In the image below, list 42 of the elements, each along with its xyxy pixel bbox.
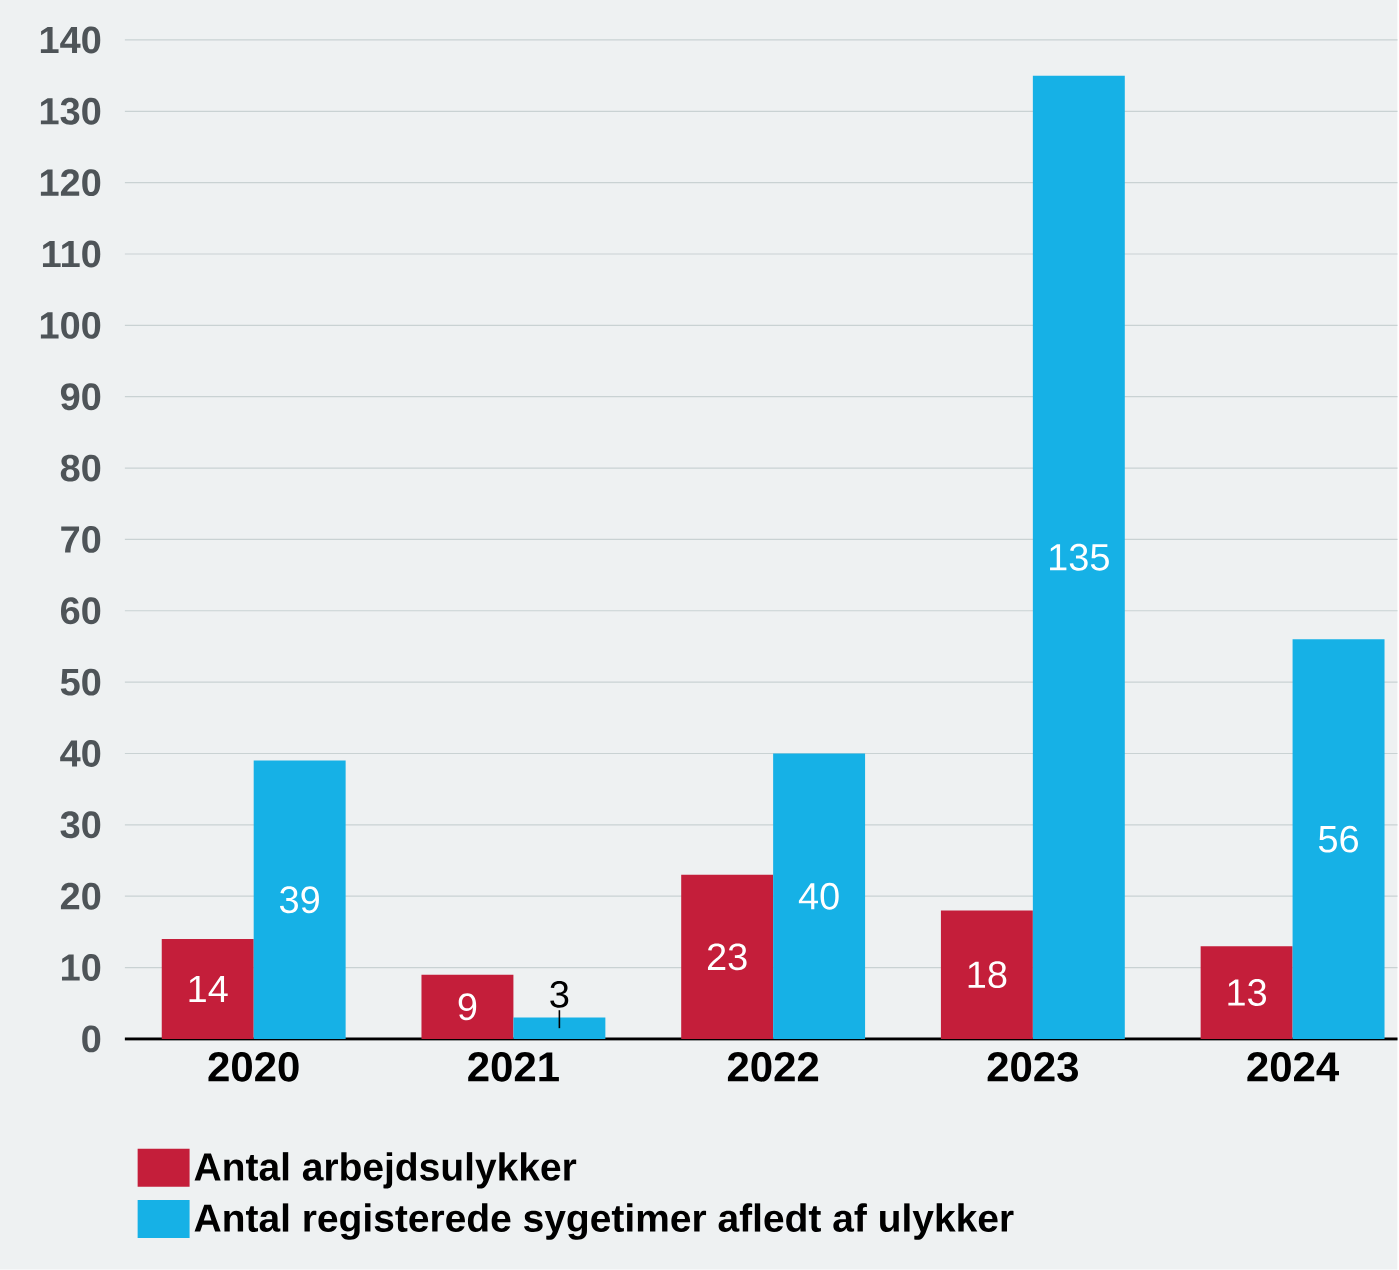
bar — [1032, 75, 1125, 1040]
y-tick-label: 10 — [61, 954, 101, 982]
data-label: 56 — [1318, 825, 1358, 853]
bar — [681, 874, 774, 1040]
y-tick-label: 140 — [40, 26, 101, 54]
data-label: 14 — [189, 976, 228, 1003]
bar — [513, 1017, 606, 1040]
y-tick-label: 90 — [60, 383, 101, 411]
bar — [161, 939, 254, 1040]
bar — [773, 753, 866, 1040]
x-tick-label: 2020 — [208, 1052, 299, 1082]
bar — [253, 760, 346, 1040]
bar — [1200, 946, 1293, 1040]
x-tick-label: 2022 — [727, 1052, 819, 1082]
legend-label: Antal arbejdsulykker — [194, 1152, 577, 1189]
y-tick-label: 110 — [42, 240, 101, 268]
y-tick-label: 0 — [82, 1025, 101, 1053]
y-tick-label: 100 — [40, 312, 101, 339]
bar — [1292, 639, 1385, 1040]
data-label: 39 — [280, 886, 319, 914]
y-tick-label: 120 — [40, 169, 101, 197]
y-tick-label: 60 — [60, 597, 101, 625]
data-label: 13 — [1228, 979, 1267, 1007]
x-tick-label: 2023 — [987, 1052, 1078, 1082]
y-tick-label: 40 — [60, 740, 101, 768]
y-tick-label: 130 — [40, 98, 101, 125]
y-tick-label: 20 — [60, 882, 101, 910]
data-label: 40 — [798, 882, 839, 910]
bar — [421, 974, 514, 1040]
data-label: 3 — [550, 981, 569, 1008]
y-tick-label: 80 — [60, 454, 101, 482]
data-label: 18 — [968, 961, 1007, 989]
y-tick-label: 50 — [60, 668, 101, 696]
data-label: 135 — [1050, 543, 1109, 571]
x-tick-label: 2021 — [468, 1052, 559, 1082]
x-tick-label: 2024 — [1247, 1052, 1339, 1082]
bar — [940, 910, 1033, 1040]
legend-label: Antal registerede sygetimer afledt af ulykker — [194, 1203, 1014, 1241]
data-label: 9 — [458, 993, 477, 1021]
y-tick-label: 70 — [61, 526, 101, 554]
y-tick-label: 30 — [60, 811, 101, 839]
data-label: 23 — [707, 943, 747, 971]
